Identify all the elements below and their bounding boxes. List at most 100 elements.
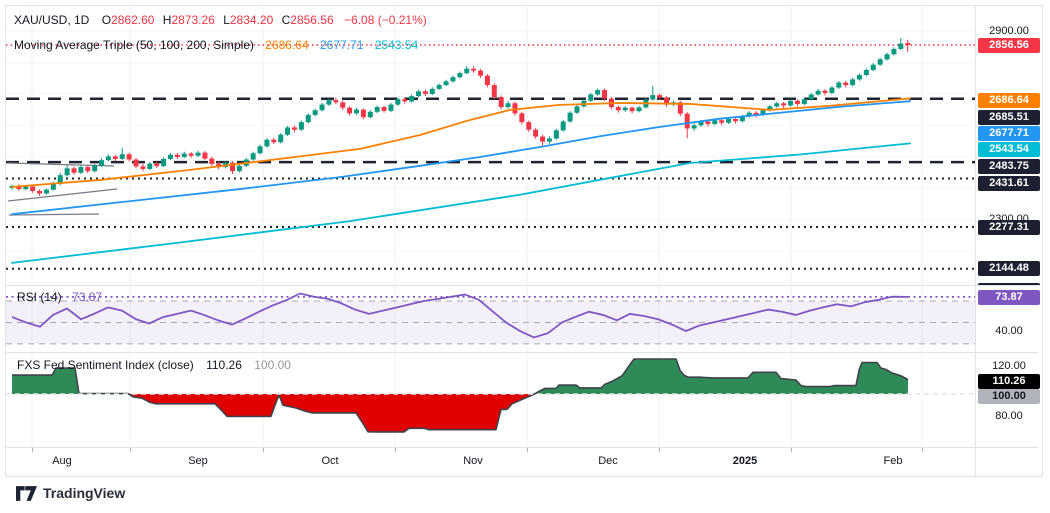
candle-body [794,100,800,104]
candle-body [808,94,814,100]
ma-title: Moving Average Triple (50, 100, 200, Sim… [14,38,254,52]
sma200-line [11,142,911,264]
candle-body [367,111,373,118]
price-badge-2856.56: 2856.56 [978,37,1040,53]
candle-body [574,106,580,113]
candle-body [291,127,297,130]
candle-body [402,99,408,102]
tradingview-logo[interactable]: TradingView [16,485,125,501]
candle-body [698,121,704,126]
candle-body [422,91,428,94]
trendline-2 [8,213,100,216]
candle-body [105,156,111,161]
candle-body [739,116,745,122]
price-scale[interactable]: 2900.00 2300.00 2856.56 2686.64 2685.51 2677.… [0,6,1050,285]
candle-body [298,122,304,130]
candle-body [133,159,139,167]
sentiment-line [12,358,909,433]
symbol-title: XAU/USD, 1D [14,13,90,27]
candle-body [491,85,497,98]
candle-body [746,112,752,117]
candle-body [312,110,318,115]
candle-body [443,81,449,86]
pane-separator-rsi-fxs[interactable] [6,352,1038,353]
candle-body [30,186,36,191]
candle-body [285,127,291,135]
candle-body [85,167,91,172]
time-axis-tick [922,448,923,452]
indicator-scales[interactable]: 40.00 120.00 80.00 73.87 110.26 100.00 [0,285,1050,447]
time-axis-tick [32,448,33,452]
candle-body [753,112,759,115]
time-axis-tick [130,448,131,452]
rsi-legend[interactable]: RSI (14) 73.87 [17,290,102,304]
candle-body [381,107,387,111]
trendline-1 [7,188,118,202]
fxs-legend[interactable]: FXS Fed Sentiment Index (close) 110.26 1… [17,358,291,372]
sma100-line [11,100,911,216]
candle-body [78,167,84,173]
candle-body [560,121,566,131]
candle-body [815,90,821,95]
price-badge-2677.71: 2677.71 [978,125,1040,141]
candle-body [533,129,539,137]
rsi-value: 73.87 [72,290,103,304]
candle-body [484,75,490,86]
candle-body [326,100,332,105]
time-label-Oct: Oct [321,455,339,467]
symbol-legend[interactable]: XAU/USD, 1D O2862.60 H2873.26 L2834.20 C… [14,13,427,27]
time-label-Sep: Sep [188,455,208,467]
price-badge-73.87: 73.87 [978,289,1040,305]
candle-body [567,112,573,122]
candle-body [664,97,670,105]
candle-body [154,163,160,167]
candle-body [774,103,780,107]
candle-body [629,107,635,112]
time-label-Nov: Nov [463,455,483,467]
candle-body [416,91,422,97]
tradingview-label: TradingView [43,485,126,501]
candle-body [374,107,380,112]
candle-body [505,103,511,108]
candle-body [905,43,911,45]
price-badge-2277.31: 2277.31 [978,219,1040,235]
candle-body [388,104,394,111]
time-axis[interactable]: Aug Sep Oct Nov Dec 2025 Feb [0,447,1050,477]
candle-body [602,90,608,99]
price-badge-2543.54: 2543.54 [978,141,1040,157]
candle-body [23,186,29,190]
candle-body [498,97,504,108]
price-pane[interactable] [6,37,975,270]
price-badge-2431.61: 2431.61 [978,175,1040,191]
sentiment-pane[interactable] [6,358,975,433]
close-label: C [281,13,291,27]
candle-body [99,160,105,166]
rsi-pane[interactable] [6,292,975,345]
pane-separator-main-rsi[interactable] [6,285,1038,286]
candle-body [781,103,787,106]
time-label-Feb: Feb [883,455,903,467]
candle-body [788,100,794,106]
price-badge-2483.75: 2483.75 [978,158,1040,174]
candle-body [340,102,346,108]
candle-body [595,90,601,95]
candle-body [57,175,63,184]
price-label-80.00: 80.00 [995,409,1023,422]
candle-body [167,154,173,159]
candle-body [305,114,311,123]
time-axis-tick [263,448,264,452]
fxs-value: 110.26 [206,358,242,372]
candle-body [843,82,849,86]
candle-body [181,153,187,158]
candle-body [347,107,353,114]
candle-body [691,125,697,129]
ma-legend[interactable]: Moving Average Triple (50, 100, 200, Sim… [14,38,418,52]
candle-body [257,146,263,154]
time-axis-tick [659,448,660,452]
fxs-title: FXS Fed Sentiment Index (close) [17,358,194,372]
time-axis-tick [395,448,396,452]
time-axis-separator [6,447,1038,448]
candle-body [147,163,153,169]
candle-body [588,94,594,101]
